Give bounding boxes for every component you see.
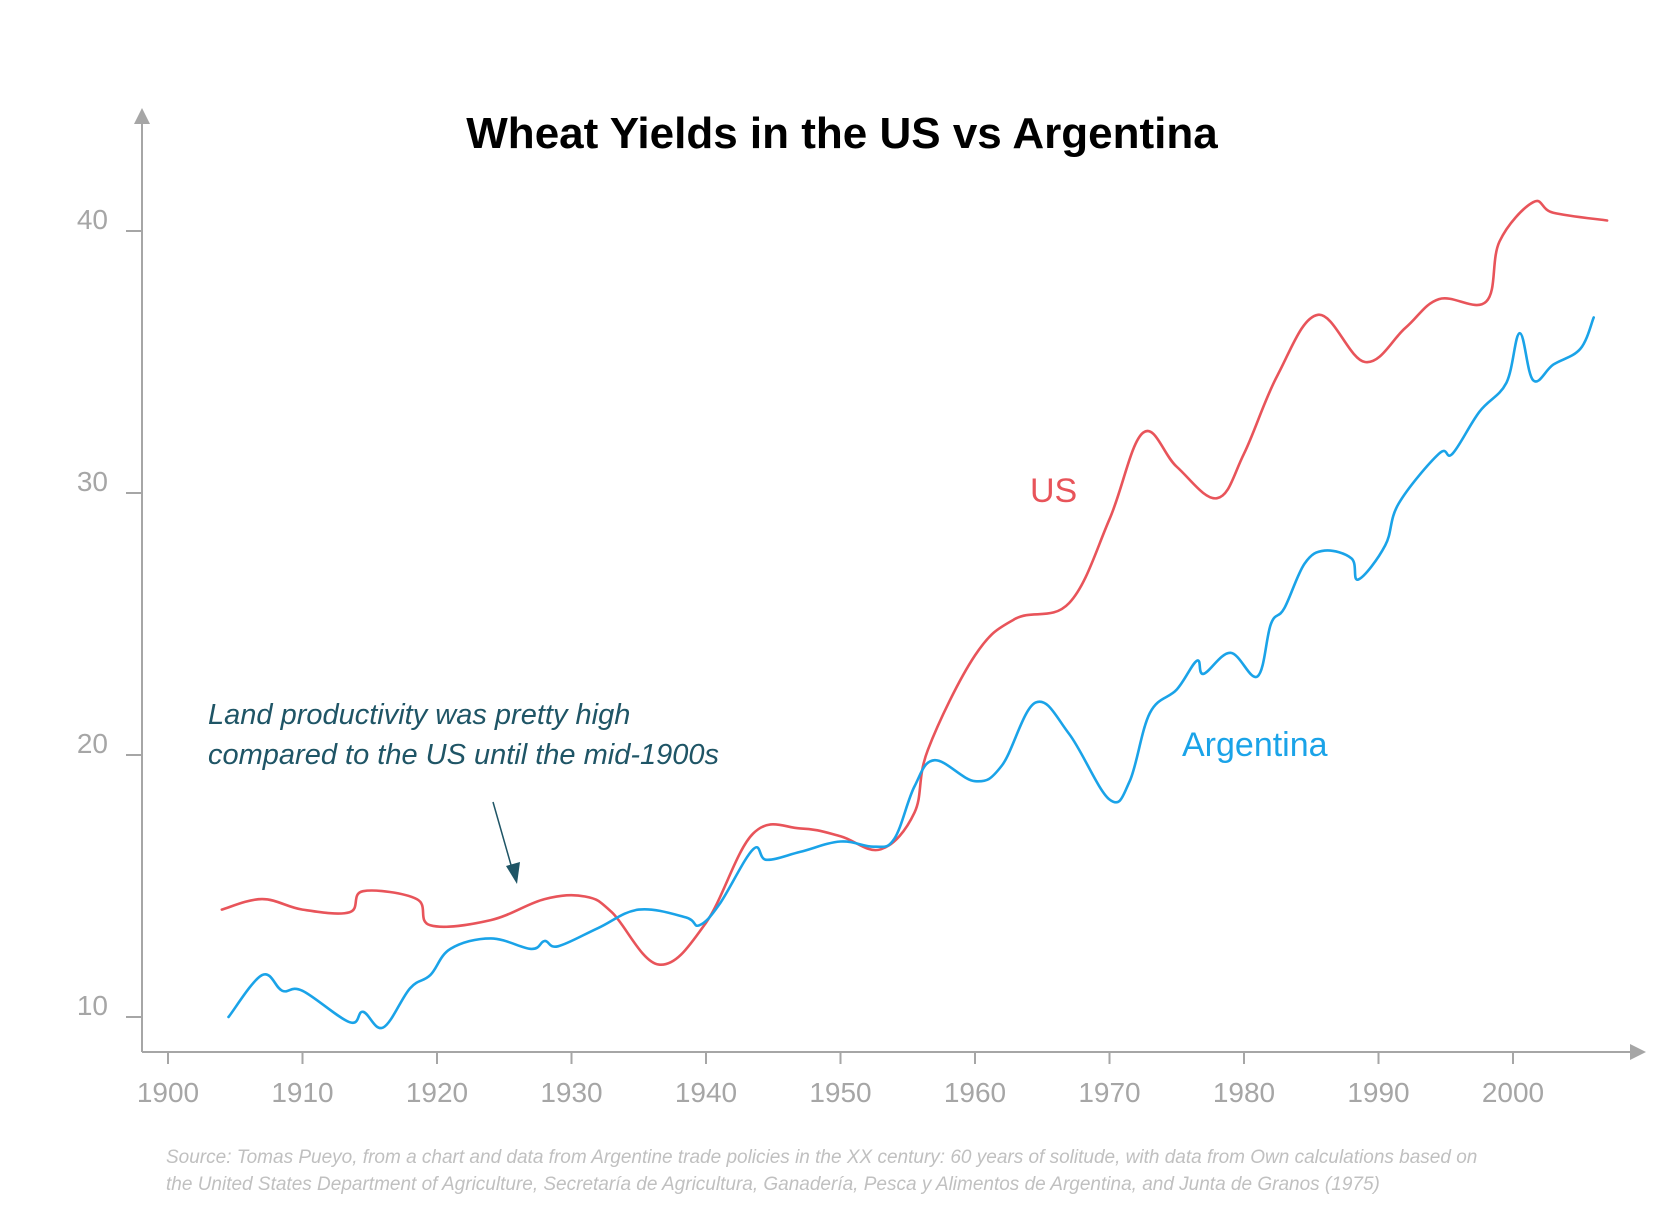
y-tick-label-10: 10 <box>77 990 108 1021</box>
x-tick-label-1910: 1910 <box>271 1077 333 1108</box>
chart-title: Wheat Yields in the US vs Argentina <box>466 109 1218 158</box>
annotation-arrow-line <box>492 801 514 873</box>
axes: 10 20 30 40 1900 1910 1920 1930 1940 1950 1960 1970… <box>77 108 1646 1108</box>
series-layer <box>220 199 1609 1030</box>
source-line-2: the United States Department of Agricult… <box>166 1174 1380 1195</box>
y-tick-label-30: 30 <box>77 466 108 497</box>
x-axis-arrow <box>1630 1044 1646 1060</box>
source-line-1: Source: Tomas Pueyo, from a chart and da… <box>166 1147 1477 1168</box>
x-tick-label-1940: 1940 <box>675 1077 737 1108</box>
x-tick-label-1970: 1970 <box>1078 1077 1140 1108</box>
x-tick-label-1990: 1990 <box>1347 1077 1409 1108</box>
y-tick-label-20: 20 <box>77 728 108 759</box>
annotation-arrow-head <box>506 862 520 884</box>
annotation-line-2: compared to the US until the mid-1900s <box>208 739 719 771</box>
series-line-argentina <box>227 316 1595 1030</box>
x-tick-label-1920: 1920 <box>406 1077 468 1108</box>
x-tick-label-1900: 1900 <box>137 1077 199 1108</box>
series-label-argentina: Argentina <box>1182 726 1328 764</box>
y-axis-arrow <box>134 108 150 124</box>
x-tick-label-1930: 1930 <box>540 1077 602 1108</box>
x-tick-label-1980: 1980 <box>1213 1077 1275 1108</box>
annotation-arrow <box>492 801 520 884</box>
y-tick-label-40: 40 <box>77 204 108 235</box>
annotation-line-1: Land productivity was pretty high <box>208 699 630 731</box>
x-tick-label-2000: 2000 <box>1482 1077 1544 1108</box>
series-label-us: US <box>1030 472 1077 510</box>
x-tick-label-1950: 1950 <box>809 1077 871 1108</box>
series-line-us <box>220 199 1609 966</box>
x-tick-label-1960: 1960 <box>944 1077 1006 1108</box>
